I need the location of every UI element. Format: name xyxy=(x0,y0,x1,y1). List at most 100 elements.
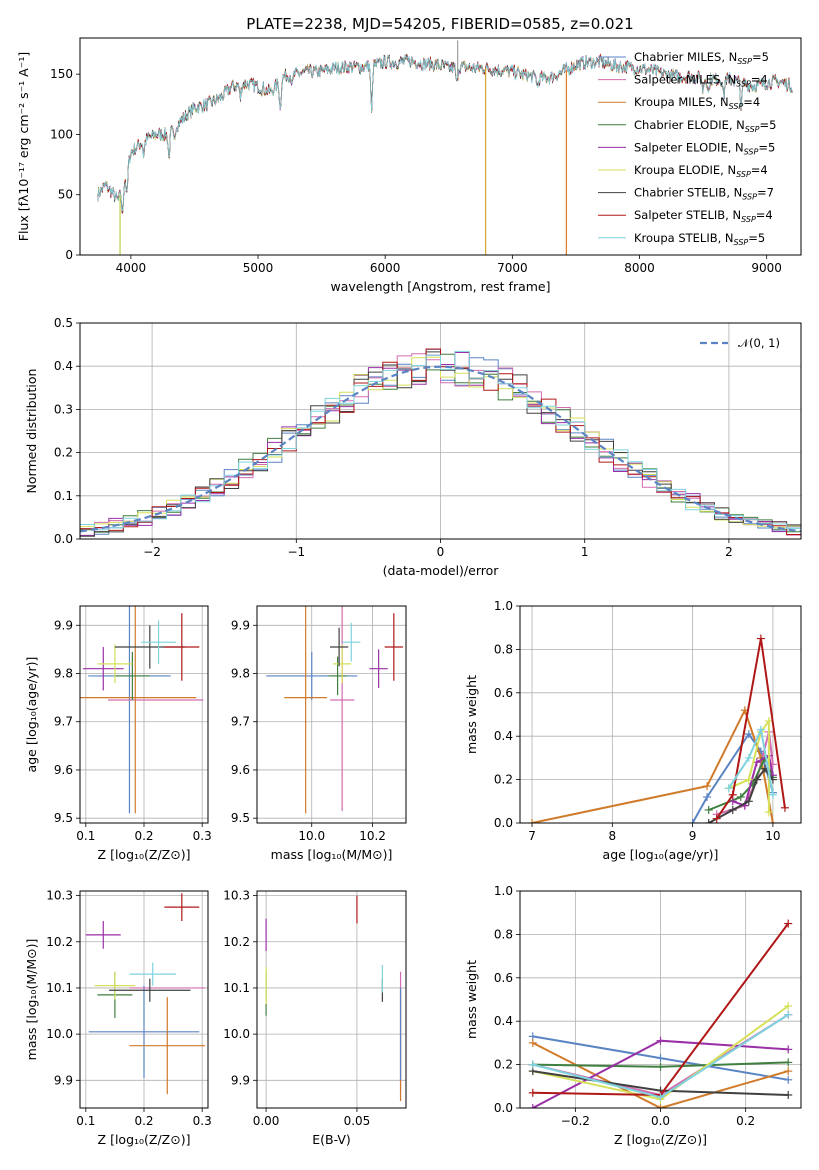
plot-area xyxy=(265,895,402,1102)
errorbar-point xyxy=(109,978,191,1002)
errorbar-point xyxy=(97,644,133,684)
y-tick-label: 9.7 xyxy=(231,715,250,729)
plot-area xyxy=(80,348,801,538)
x-tick-label: 7 xyxy=(528,829,536,843)
errorbar-point xyxy=(329,606,355,811)
y-tick-label: 0.8 xyxy=(494,927,513,941)
x-axis-label: wavelength [Angstrom, rest frame] xyxy=(330,279,550,294)
plus-marker xyxy=(744,797,753,806)
x-tick-label: 4000 xyxy=(116,261,147,275)
legend-label: Kroupa MILES, NSSP=4 xyxy=(634,95,760,111)
panel-age_vs_mass: 10.0 10.2 9.5 9.6 9.7 9.8 9.9 mass [log₁₀(M/M⊙)… xyxy=(231,605,407,862)
y-tick-label: 0.4 xyxy=(494,729,513,743)
plus-marker xyxy=(784,1067,793,1076)
y-tick-label: 0.1 xyxy=(54,489,73,503)
x-tick-label: 10.0 xyxy=(298,829,325,843)
plus-marker xyxy=(656,1062,665,1071)
plus-marker xyxy=(780,803,789,812)
legend-label: 𝒩(0, 1) xyxy=(738,336,780,350)
y-tick-label: 0.4 xyxy=(54,359,73,373)
y-tick-label: 0.6 xyxy=(494,971,513,985)
panel-residuals: −2 −1 0 1 2 0.0 0.1 0.2 0.3 0.4 0.5 (data-model)/er… xyxy=(24,316,802,578)
plus-marker xyxy=(703,782,712,791)
x-tick-label: −2 xyxy=(143,545,161,559)
panel-spectrum: 4000 5000 6000 7000 8000 9000 0 50 100 150 wavelen… xyxy=(16,37,802,294)
plus-marker xyxy=(768,790,777,799)
y-tick-label: 10.2 xyxy=(46,935,73,949)
axes-frame xyxy=(519,890,802,1109)
y-axis-label: mass weight xyxy=(464,675,479,754)
axes-frame xyxy=(519,605,802,824)
plus-marker xyxy=(756,725,765,734)
legend-label: Salpeter MILES, NSSP=4 xyxy=(634,73,768,89)
axes-frame xyxy=(79,322,802,540)
weight-line xyxy=(531,707,774,823)
y-tick-label: 100 xyxy=(50,127,73,141)
plus-marker xyxy=(724,784,733,793)
x-tick-label: 0.3 xyxy=(193,1114,212,1128)
y-axis-label: Normed distribution xyxy=(24,369,39,494)
x-tick-label: 9 xyxy=(689,829,697,843)
x-tick-label: 7000 xyxy=(497,261,528,275)
weight-line xyxy=(727,726,774,795)
x-tick-label: 2 xyxy=(725,545,733,559)
plot-area xyxy=(266,606,403,814)
plus-marker xyxy=(528,1038,537,1047)
x-tick-label: 0.00 xyxy=(253,1114,280,1128)
y-tick-label: 0.0 xyxy=(494,816,513,830)
panel-weight_vs_age: 7 8 9 10 0.0 0.2 0.4 0.6 0.8 1.0 age [log₁₀(age/yr… xyxy=(464,599,802,862)
figure-title: PLATE=2238, MJD=54205, FIBERID=0585, z=0… xyxy=(246,15,633,33)
plus-marker xyxy=(784,1010,793,1019)
plus-marker xyxy=(744,775,753,784)
y-tick-label: 9.8 xyxy=(231,667,250,681)
plus-marker xyxy=(768,819,777,823)
x-axis-label: E(B-V) xyxy=(312,1132,351,1147)
x-tick-label: 0.2 xyxy=(134,829,153,843)
plus-marker xyxy=(528,1060,537,1069)
plus-marker xyxy=(752,775,761,784)
plus-marker xyxy=(764,717,773,726)
errorbar-point xyxy=(164,893,200,922)
normal-curve xyxy=(80,365,801,533)
errorbar-point xyxy=(114,651,150,701)
plus-marker xyxy=(712,814,721,823)
y-tick-label: 9.9 xyxy=(231,1073,250,1087)
errorbar-point xyxy=(85,921,121,949)
plus-marker xyxy=(704,819,713,823)
axes-frame xyxy=(256,890,407,1109)
y-tick-label: 0.2 xyxy=(494,1058,513,1072)
weight-line xyxy=(715,638,786,820)
y-tick-label: 0.2 xyxy=(494,773,513,787)
legend-label: Kroupa ELODIE, NSSP=4 xyxy=(634,163,768,179)
plus-marker xyxy=(784,1075,793,1084)
errorbar-point xyxy=(94,971,136,1000)
y-tick-label: 9.7 xyxy=(54,715,73,729)
plus-marker xyxy=(656,1093,665,1102)
plot-area xyxy=(97,40,793,255)
plus-marker xyxy=(703,792,712,801)
axes-frame xyxy=(79,605,209,824)
y-tick-label: 10.3 xyxy=(223,889,250,903)
legend-label: Salpeter STELIB, NSSP=4 xyxy=(634,208,773,224)
y-axis-label: Flux [fλ10⁻¹⁷ erg cm⁻² s⁻¹ A⁻¹] xyxy=(16,52,31,241)
y-tick-label: 9.6 xyxy=(231,763,250,777)
plus-marker xyxy=(528,1088,537,1097)
y-tick-label: 9.5 xyxy=(231,811,250,825)
plus-marker xyxy=(656,1104,665,1108)
legend-label: Kroupa STELIB, NSSP=5 xyxy=(634,231,765,247)
y-tick-label: 9.6 xyxy=(54,763,73,777)
errorbar-point xyxy=(82,646,124,691)
plus-marker xyxy=(728,790,737,799)
plus-marker xyxy=(744,753,753,762)
plus-marker xyxy=(656,1054,665,1063)
plot-area xyxy=(528,634,789,823)
y-tick-label: 0.0 xyxy=(494,1101,513,1115)
y-tick-label: 9.9 xyxy=(54,618,73,632)
plus-marker xyxy=(784,1045,793,1054)
y-tick-label: 10.0 xyxy=(223,1027,250,1041)
plus-marker xyxy=(744,730,753,739)
plus-marker xyxy=(756,634,765,643)
panel-mass_vs_Z: 0.1 0.2 0.3 9.9 10.0 10.1 10.2 10.3 Z [log₁₀(Z/Z… xyxy=(24,889,212,1147)
y-axis-label: mass [log₁₀(M/M⊙)] xyxy=(24,939,39,1061)
x-tick-label: −0.2 xyxy=(561,1114,590,1128)
